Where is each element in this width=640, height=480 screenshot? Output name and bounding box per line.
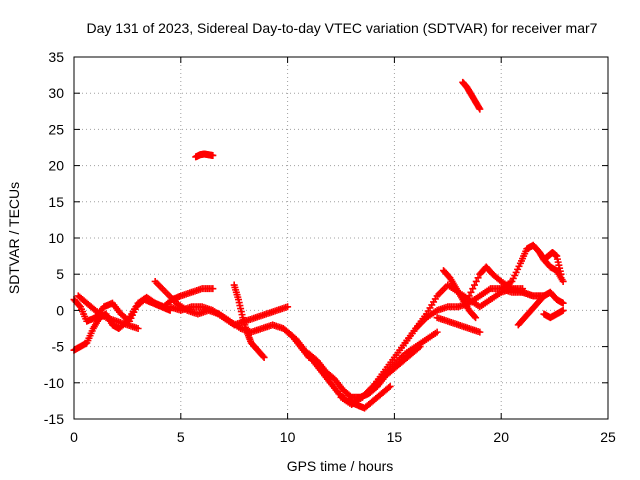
data-point <box>467 288 475 296</box>
series-track-l <box>440 267 480 322</box>
data-point <box>472 314 480 322</box>
series-track-d <box>151 277 313 361</box>
x-tick-label: 15 <box>387 429 403 445</box>
data-points <box>70 78 567 412</box>
data-point <box>471 281 478 289</box>
series-track-m <box>433 314 484 336</box>
y-tick-label: 5 <box>56 266 64 282</box>
x-tick-label: 10 <box>280 429 296 445</box>
series-track-r <box>540 306 567 322</box>
series-track-k <box>401 281 527 347</box>
data-point <box>259 352 267 360</box>
series-track-p <box>540 248 565 278</box>
y-tick-label: 30 <box>48 85 64 101</box>
axis-ticks: 0 5 10 15 20 25 -15 -10 -5 0 5 10 15 20 25 30 35 <box>44 49 616 445</box>
data-point <box>472 277 480 285</box>
y-tick-label: 10 <box>48 230 64 246</box>
series-track-e <box>166 303 292 329</box>
x-tick-label: 25 <box>600 429 616 445</box>
data-point <box>209 151 217 159</box>
data-point <box>134 325 142 332</box>
data-point <box>75 302 83 310</box>
data-point <box>476 105 484 113</box>
series-track-j <box>358 285 548 401</box>
y-tick-label: 15 <box>48 194 64 210</box>
y-tick-label: 25 <box>48 121 64 137</box>
y-tick-label: 0 <box>56 302 64 318</box>
data-point <box>433 328 441 336</box>
series-track-o <box>497 241 567 293</box>
series-track-q <box>514 288 567 329</box>
data-point <box>465 292 473 300</box>
y-tick-label: -15 <box>44 411 64 427</box>
series-track-c <box>74 292 142 332</box>
x-tick-label: 20 <box>493 429 509 445</box>
data-point <box>386 382 394 390</box>
series-track-g <box>284 328 394 412</box>
y-axis-label: SDTVAR / TECUs <box>6 182 22 294</box>
plot-frame <box>73 56 609 420</box>
data-point <box>476 328 484 336</box>
data-point <box>557 270 565 278</box>
data-point <box>471 312 478 320</box>
x-tick-label: 0 <box>70 429 78 445</box>
series-track-n <box>465 263 548 300</box>
grid <box>74 57 608 419</box>
x-axis-label: GPS time / hours <box>287 458 394 474</box>
y-tick-label: 35 <box>48 49 64 65</box>
data-point <box>559 306 567 314</box>
chart-title: Day 131 of 2023, Sidereal Day-to-day VTE… <box>87 20 598 36</box>
data-point <box>469 285 477 293</box>
series-track-t <box>459 78 484 113</box>
data-point <box>559 299 567 307</box>
y-tick-label: 20 <box>48 158 64 174</box>
data-point <box>559 277 567 285</box>
series-track-f <box>230 281 268 361</box>
data-point <box>385 384 393 392</box>
data-point <box>209 285 217 293</box>
y-tick-label: -10 <box>44 375 64 391</box>
data-point <box>260 353 268 361</box>
data-point <box>474 274 482 282</box>
x-tick-label: 5 <box>177 429 185 445</box>
y-tick-label: -5 <box>52 339 65 355</box>
series-track-s <box>192 150 217 161</box>
data-point <box>284 303 292 311</box>
